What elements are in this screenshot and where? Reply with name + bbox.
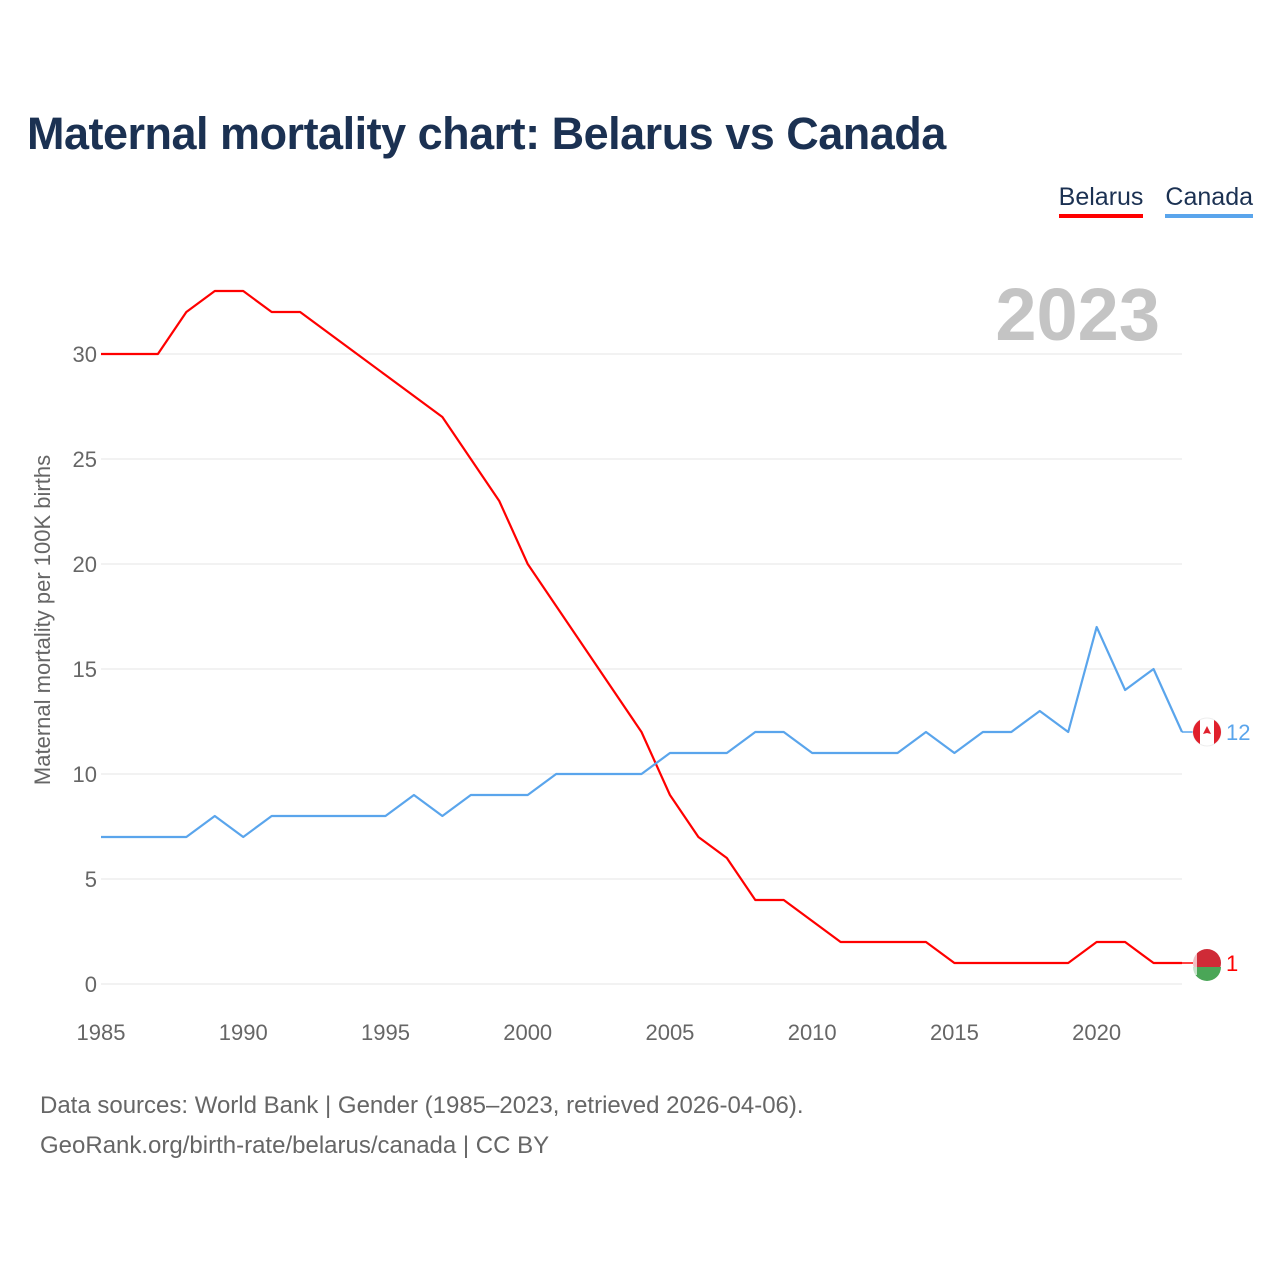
year-label: 2023 [995,273,1160,356]
maple-leaf-icon [1203,726,1211,734]
y-tick-label: 30 [73,342,97,367]
x-tick-label: 2020 [1072,1020,1121,1045]
x-tick-label: 2000 [503,1020,552,1045]
data-source: Data sources: World Bank | Gender (1985–… [40,1092,804,1119]
y-tick-label: 0 [85,972,97,997]
series-line-canada [101,625,1184,839]
footer: Data sources: World Bank | Gender (1985–… [40,1086,804,1166]
y-tick-label: 15 [73,657,97,682]
chart-title: Maternal mortality chart: Belarus vs Can… [27,108,946,159]
x-tick-label: 2015 [930,1020,979,1045]
legend-belarus[interactable]: Belarus [1058,183,1144,218]
x-tick-label: 2005 [645,1020,694,1045]
canada-flag-right [1214,720,1221,744]
canada-flag-left [1193,720,1200,744]
end-value-label: 1 [1226,951,1238,976]
belarus-flag-green [1193,967,1221,981]
x-tick-label: 2010 [788,1020,837,1045]
x-tick-label: 1995 [361,1020,410,1045]
end-value-label: 12 [1226,720,1250,745]
y-tick-label: 10 [73,762,97,787]
x-tick-label: 1990 [219,1020,268,1045]
y-tick-label: 5 [85,867,97,892]
legend: Belarus Canada [1058,183,1253,218]
source-link[interactable]: GeoRank.org/birth-rate/belarus/canada | … [40,1132,550,1159]
x-tick-label: 1985 [77,1020,126,1045]
legend-canada[interactable]: Canada [1165,183,1253,218]
y-axis-label: Maternal mortality per 100K births [30,455,55,785]
y-tick-label: 25 [73,447,97,472]
series-line-belarus [101,289,1182,965]
y-tick-label: 20 [73,552,97,577]
belarus-flag-ornament [1193,951,1197,975]
